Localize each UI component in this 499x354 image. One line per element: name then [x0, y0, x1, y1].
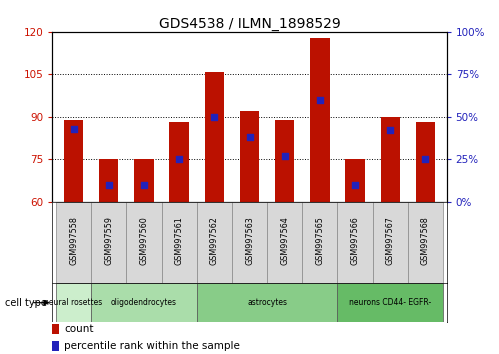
Bar [134, 159, 154, 202]
Point [210, 114, 218, 120]
Text: GSM997565: GSM997565 [315, 216, 324, 265]
Bar [337, 283, 443, 322]
Text: GSM997559: GSM997559 [104, 216, 113, 266]
Bar [56, 202, 91, 283]
Bar [91, 283, 197, 322]
Point [422, 156, 430, 162]
Bar [99, 159, 118, 202]
Text: GSM997561: GSM997561 [175, 217, 184, 265]
Bar [310, 38, 329, 202]
Text: neural rosettes: neural rosettes [44, 298, 103, 307]
Point [386, 127, 394, 133]
Bar [91, 202, 126, 283]
Text: neurons CD44- EGFR-: neurons CD44- EGFR- [349, 298, 432, 307]
Title: GDS4538 / ILMN_1898529: GDS4538 / ILMN_1898529 [159, 17, 340, 31]
Bar [170, 122, 189, 202]
Bar [232, 202, 267, 283]
Text: GSM997567: GSM997567 [386, 216, 395, 265]
Point [69, 126, 77, 132]
Bar [162, 202, 197, 283]
Bar [52, 341, 59, 352]
Bar [408, 202, 443, 283]
Bar [52, 324, 59, 334]
Text: percentile rank within the sample: percentile rank within the sample [64, 341, 240, 352]
Point [140, 182, 148, 188]
Point [351, 182, 359, 188]
Bar [381, 117, 400, 202]
Bar [205, 72, 224, 202]
Text: astrocytes: astrocytes [247, 298, 287, 307]
Bar [337, 202, 373, 283]
Point [246, 135, 253, 140]
Text: GSM997560: GSM997560 [139, 217, 148, 265]
Text: GSM997562: GSM997562 [210, 216, 219, 265]
Text: count: count [64, 324, 94, 334]
Point [105, 182, 113, 188]
Bar [126, 202, 162, 283]
Point [281, 153, 289, 159]
Bar [56, 283, 91, 322]
Bar [373, 202, 408, 283]
Bar [197, 202, 232, 283]
Bar [64, 120, 83, 202]
Text: GSM997564: GSM997564 [280, 217, 289, 265]
Text: GSM997563: GSM997563 [245, 217, 254, 265]
Text: GSM997566: GSM997566 [351, 217, 360, 265]
Bar [345, 159, 365, 202]
Text: cell type: cell type [5, 298, 50, 308]
Text: GSM997558: GSM997558 [69, 216, 78, 265]
Bar [197, 283, 337, 322]
Text: oligodendrocytes: oligodendrocytes [111, 298, 177, 307]
Bar [275, 120, 294, 202]
Bar [302, 202, 337, 283]
Point [316, 97, 324, 103]
Bar [416, 122, 435, 202]
Point [175, 156, 183, 162]
Text: GSM997568: GSM997568 [421, 217, 430, 265]
Bar [240, 111, 259, 202]
Bar [267, 202, 302, 283]
